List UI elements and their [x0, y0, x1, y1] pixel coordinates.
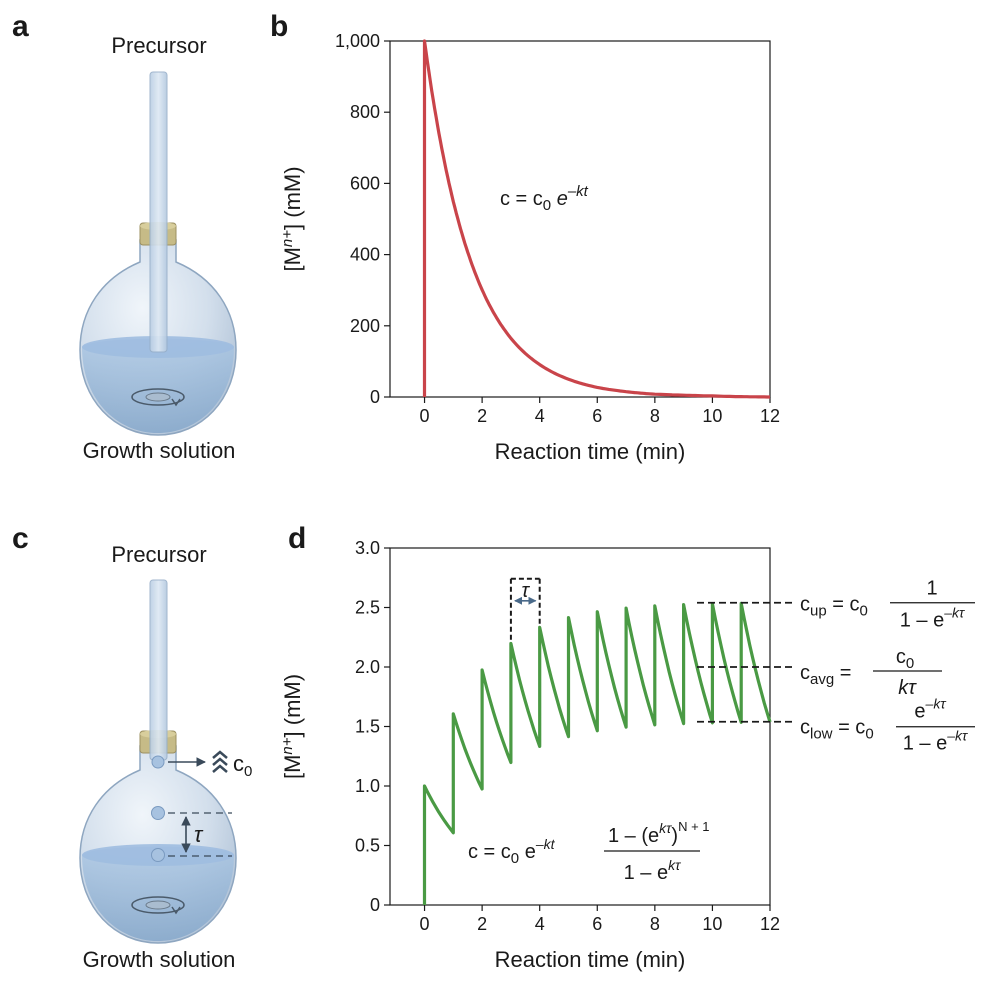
- flask-c: c0 τ: [79, 579, 252, 944]
- chart-d-xtick-label: 2: [477, 914, 487, 934]
- chart-d-main-den: 1 – ekτ: [624, 857, 681, 884]
- double-chevron-up-icon: [212, 750, 228, 773]
- chart-d-xtick-label: 10: [702, 914, 722, 934]
- chart-b-ytick-label: 1,000: [335, 31, 380, 51]
- chart-d-ytick-label: 2.5: [355, 598, 380, 618]
- chart-b-ytick-label: 200: [350, 316, 380, 336]
- chart-b-ylabel: [Mn+] (mM): [279, 166, 305, 271]
- chart-d-clow-num: e–kτ: [914, 696, 946, 723]
- chart-d-plot-frame: [389, 547, 771, 906]
- stir-arrow-icon-a: [131, 388, 185, 407]
- chart-b-xtick-label: 10: [702, 406, 722, 426]
- chart-d: 0 2 4 6 8 10 12 0 0.5 1.0 1.5 2.0 2.5 3.0 Reaction tim…: [279, 538, 975, 972]
- growth-solution-label-c: Growth solution: [83, 947, 236, 972]
- chart-b-xtick-label: 8: [650, 406, 660, 426]
- chart-d-xtick-label: 0: [420, 914, 430, 934]
- chart-d-main-num: 1 – (ekτ)N + 1: [608, 819, 710, 847]
- chart-b-ytick-label: 800: [350, 102, 380, 122]
- precursor-label-a: Precursor: [111, 33, 206, 58]
- chart-b-equation: c = c0 e–kt: [500, 183, 589, 214]
- chart-b-xtick-label: 12: [760, 406, 780, 426]
- chart-b-ytick-label: 0: [370, 387, 380, 407]
- chart-b-ytick-label: 400: [350, 245, 380, 265]
- chart-b-xtick-label: 4: [535, 406, 545, 426]
- chart-d-xlabel: Reaction time (min): [495, 947, 686, 972]
- chart-b-ytick-label: 600: [350, 173, 380, 193]
- tau-label-c: τ: [194, 822, 204, 847]
- c0-label: c0: [233, 751, 252, 780]
- chart-d-ylabel: [Mn+] (mM): [279, 674, 305, 779]
- chart-d-ytick-label: 3.0: [355, 538, 380, 558]
- chart-d-tau-label: τ: [522, 580, 531, 602]
- chart-d-cup-num: 1: [926, 578, 937, 600]
- chart-d-xtick-label: 6: [592, 914, 602, 934]
- chart-d-cavg-lhs: cavg =: [800, 662, 851, 688]
- flask-a: [79, 71, 237, 436]
- chart-b-plot-frame: [389, 40, 771, 398]
- chart-b-xtick-label: 0: [420, 406, 430, 426]
- stir-arrow-icon-c: [131, 896, 185, 915]
- panel-letter-a: a: [12, 10, 29, 43]
- chart-d-ytick-label: 2.0: [355, 657, 380, 677]
- chart-d-cavg-num: c0: [896, 646, 914, 672]
- chart-d-ytick-label: 0: [370, 895, 380, 915]
- chart-d-cup-lhs: cup = c0: [800, 594, 868, 620]
- panel-letter-c: c: [12, 522, 29, 555]
- chart-d-cavg-den: kτ: [898, 677, 917, 699]
- chart-d-series-line: [422, 601, 772, 905]
- chart-d-xtick-label: 12: [760, 914, 780, 934]
- chart-d-clow-den: 1 – e–kτ: [903, 728, 968, 755]
- panel-letter-b: b: [270, 10, 288, 43]
- growth-solution-label-a: Growth solution: [83, 438, 236, 463]
- chart-b-series-line: [422, 39, 770, 399]
- chart-b-xlabel: Reaction time (min): [495, 439, 686, 464]
- chart-d-ytick-label: 0.5: [355, 836, 380, 856]
- chart-d-xtick-label: 8: [650, 914, 660, 934]
- chart-b-xtick-label: 2: [477, 406, 487, 426]
- chart-b: 0 2 4 6 8 10 12 0 200 400 600 800 1,000 Reaction time…: [279, 31, 780, 464]
- chart-d-xtick-label: 4: [535, 914, 545, 934]
- chart-d-cup-den: 1 – e–kτ: [900, 605, 965, 632]
- precursor-label-c: Precursor: [111, 542, 206, 567]
- chart-b-xtick-label: 6: [592, 406, 602, 426]
- chart-d-main-lhs: c = c0 e–kt: [468, 836, 556, 867]
- panel-letter-d: d: [288, 522, 306, 555]
- chart-d-ytick-label: 1.5: [355, 717, 380, 737]
- chart-d-ytick-label: 1.0: [355, 776, 380, 796]
- chart-d-clow-lhs: clow = c0: [800, 717, 874, 743]
